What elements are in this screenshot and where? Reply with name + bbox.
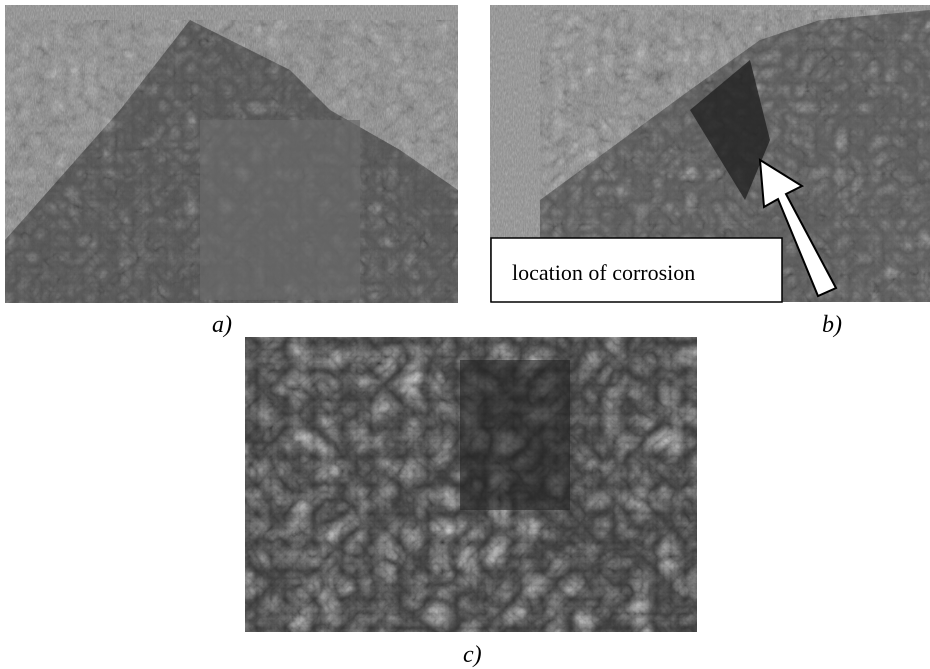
page: location of corrosion a) b) c) (() => { …	[0, 0, 930, 669]
panel-label: c)	[463, 642, 482, 668]
panel-label: b)	[822, 312, 842, 338]
annotation-text: location of corrosion	[512, 260, 695, 285]
figure: location of corrosion a) b) c)	[0, 0, 930, 669]
micrograph-a	[5, 5, 458, 303]
micrograph-c	[245, 337, 697, 632]
panel-label: a)	[212, 312, 232, 338]
